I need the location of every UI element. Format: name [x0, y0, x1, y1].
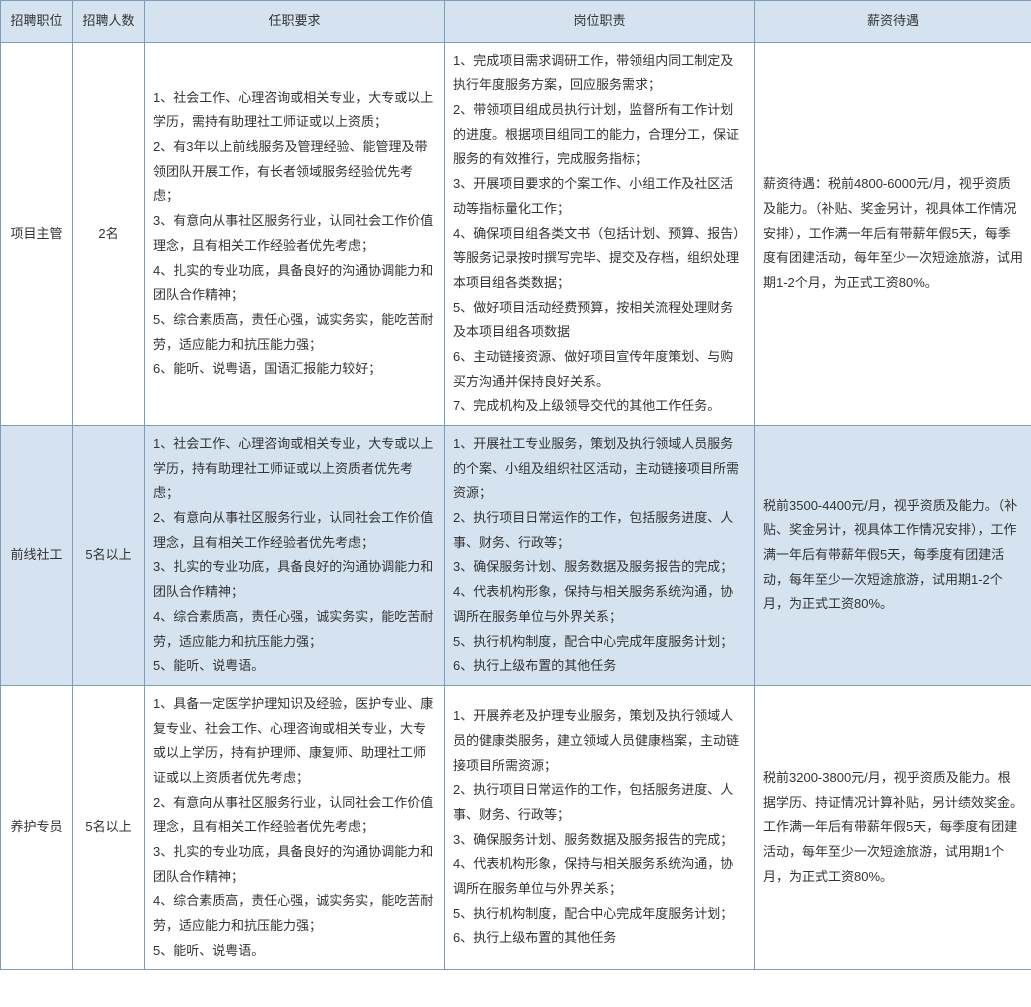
cell-duties: 1、开展社工专业服务，策划及执行领域人员服务的个案、小组及组织社区活动，主动链接…: [445, 426, 755, 686]
cell-salary: 薪资待遇：税前4800-6000元/月，视乎资质及能力。（补贴、奖金另计，视具体…: [755, 42, 1031, 425]
cell-position: 项目主管: [1, 42, 73, 425]
cell-duties: 1、完成项目需求调研工作，带领组内同工制定及执行年度服务方案，回应服务需求； 2…: [445, 42, 755, 425]
cell-duties: 1、开展养老及护理专业服务，策划及执行领域人员的健康类服务，建立领域人员健康档案…: [445, 685, 755, 970]
header-requirements: 任职要求: [145, 1, 445, 43]
header-count: 招聘人数: [73, 1, 145, 43]
table-row: 项目主管 2名 1、社会工作、心理咨询或相关专业，大专或以上学历，需持有助理社工…: [1, 42, 1031, 425]
cell-requirements: 1、具备一定医学护理知识及经验，医护专业、康复专业、社会工作、心理咨询或相关专业…: [145, 685, 445, 970]
cell-count: 5名以上: [73, 426, 145, 686]
table-row: 前线社工 5名以上 1、社会工作、心理咨询或相关专业，大专或以上学历，持有助理社…: [1, 426, 1031, 686]
header-salary: 薪资待遇: [755, 1, 1031, 43]
table-header-row: 招聘职位 招聘人数 任职要求 岗位职责 薪资待遇: [1, 1, 1031, 43]
header-duties: 岗位职责: [445, 1, 755, 43]
cell-count: 2名: [73, 42, 145, 425]
cell-salary: 税前3500-4400元/月，视乎资质及能力。（补贴、奖金另计，视具体工作情况安…: [755, 426, 1031, 686]
table-row: 养护专员 5名以上 1、具备一定医学护理知识及经验，医护专业、康复专业、社会工作…: [1, 685, 1031, 970]
cell-requirements: 1、社会工作、心理咨询或相关专业，大专或以上学历，需持有助理社工师证或以上资质；…: [145, 42, 445, 425]
cell-count: 5名以上: [73, 685, 145, 970]
recruitment-table: 招聘职位 招聘人数 任职要求 岗位职责 薪资待遇 项目主管 2名 1、社会工作、…: [0, 0, 1031, 970]
table-body: 项目主管 2名 1、社会工作、心理咨询或相关专业，大专或以上学历，需持有助理社工…: [1, 42, 1031, 970]
cell-position: 养护专员: [1, 685, 73, 970]
cell-position: 前线社工: [1, 426, 73, 686]
cell-salary: 税前3200-3800元/月，视乎资质及能力。根据学历、持证情况计算补贴，另计绩…: [755, 685, 1031, 970]
header-position: 招聘职位: [1, 1, 73, 43]
cell-requirements: 1、社会工作、心理咨询或相关专业，大专或以上学历，持有助理社工师证或以上资质者优…: [145, 426, 445, 686]
